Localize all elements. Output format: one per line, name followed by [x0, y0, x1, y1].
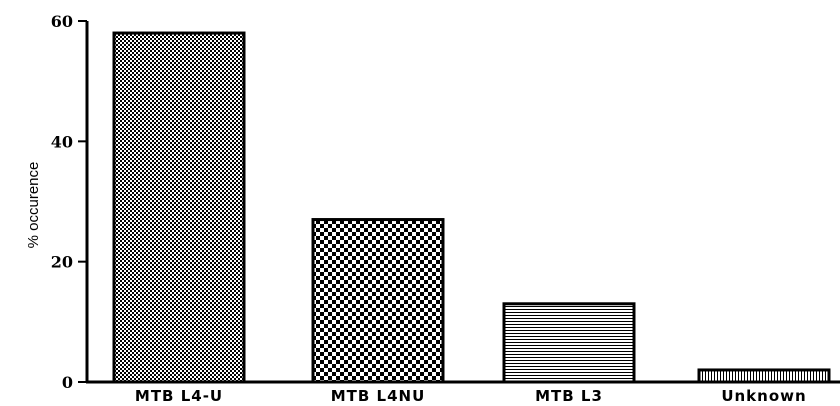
category-labels: MTB L4-U MTB L4NU MTB L3 Unknown: [135, 387, 806, 405]
bars: [112, 31, 831, 384]
y-tick-label: 40: [51, 132, 73, 151]
bar-unknown: [697, 368, 831, 384]
x-category-label: MTB L3: [535, 387, 603, 405]
y-tick-label: 0: [62, 373, 73, 392]
y-tick-label: 20: [51, 253, 73, 272]
x-category-label: MTB L4NU: [331, 387, 426, 405]
y-axis-ticks: 0 20 40 60: [51, 12, 87, 392]
bar-mtb-l4nu: [311, 218, 445, 384]
bar-mtb-l3: [502, 302, 636, 384]
x-category-label: MTB L4-U: [135, 387, 223, 405]
y-tick-label: 60: [51, 12, 73, 31]
bar-mtb-l4-u: [112, 31, 246, 384]
y-axis-title: % occurence: [25, 162, 42, 249]
x-category-label: Unknown: [721, 387, 806, 405]
